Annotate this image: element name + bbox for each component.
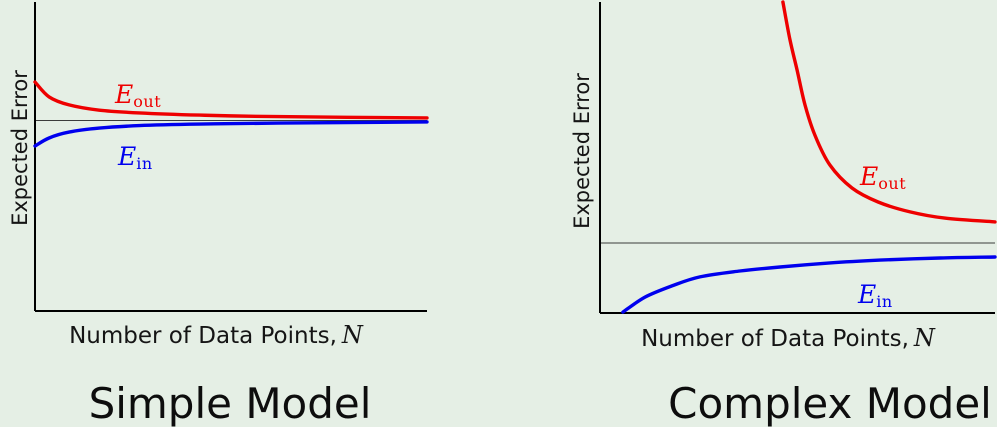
- x-axis-label-complex: Number of Data Points, N: [641, 324, 935, 352]
- E_out-curve: [781, 0, 997, 224]
- y-axis-label-complex: Expected Error: [570, 73, 594, 229]
- n-variable: N: [341, 321, 363, 349]
- E_out-curve: [33, 80, 429, 120]
- complex-model-canvas: [599, 0, 997, 314]
- y-axis-label-simple: Expected Error: [8, 70, 32, 226]
- ein-label-complex: Ein: [858, 280, 893, 311]
- simple-model-title: Simple Model: [88, 379, 372, 427]
- ein-label-simple: Ein: [118, 142, 153, 173]
- x-axis-label-simple: Number of Data Points, N: [69, 321, 363, 349]
- n-variable: N: [913, 324, 935, 352]
- E_in-curve: [621, 255, 997, 314]
- E_in-curve: [33, 120, 429, 148]
- simple-model-canvas: [33, 2, 429, 312]
- complex-model-plot-area: [599, 0, 997, 314]
- simple-model-plot-area: [33, 2, 429, 312]
- eout-label-simple: Eout: [115, 80, 162, 111]
- eout-label-complex: Eout: [860, 162, 907, 193]
- complex-model-title: Complex Model: [668, 379, 992, 427]
